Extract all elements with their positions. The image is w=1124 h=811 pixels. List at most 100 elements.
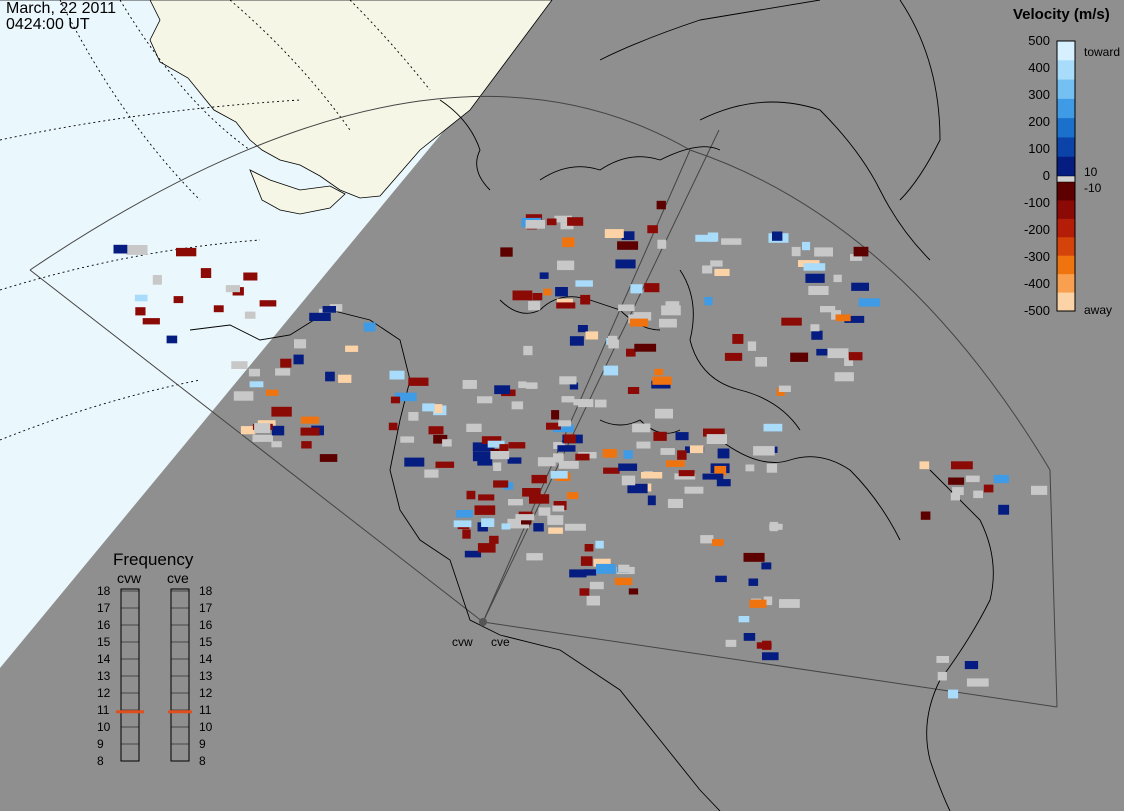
colorbar-tick: -200 (1023, 222, 1050, 237)
radar-cell (724, 352, 743, 361)
freq-scale-label: 18 (97, 584, 111, 598)
radar-cell (950, 493, 960, 501)
radar-cell (791, 246, 801, 257)
radar-cell (677, 450, 687, 460)
radar-cell (983, 484, 994, 493)
radar-cell (240, 426, 256, 435)
radar-cell (761, 562, 772, 570)
radar-cell (525, 220, 545, 229)
radar-cell (422, 403, 435, 412)
radar-cell (803, 263, 826, 271)
colorbar-swatch (1057, 274, 1075, 294)
radar-cell (338, 374, 352, 383)
radar-cell (309, 312, 331, 321)
radar-cell (594, 399, 607, 408)
radar-cell (300, 416, 320, 424)
colorbar-tick: 400 (1028, 60, 1050, 75)
radar-cell (702, 473, 724, 480)
radar-cell (507, 457, 522, 464)
freq-scale-label: 13 (97, 669, 111, 683)
radar-cell (700, 535, 714, 544)
radar-cell (557, 445, 576, 452)
radar-cell (577, 399, 594, 408)
radar-cell (563, 434, 576, 444)
radar-cell (569, 569, 587, 578)
colorbar-swatch (1057, 41, 1075, 61)
radar-cell (453, 520, 472, 528)
frequency-indicator (116, 588, 192, 762)
radar-cell (477, 459, 493, 466)
radar-cell (126, 245, 148, 255)
radar-cell (621, 475, 636, 486)
radar-cell (559, 376, 577, 385)
radar-cell (548, 527, 563, 534)
radar-cell (408, 412, 419, 421)
radar-cell (675, 432, 689, 441)
radar-cell (225, 285, 240, 293)
radar-cell (702, 265, 713, 274)
date-label: March, 22 2011 (6, 0, 116, 17)
radar-cell (511, 401, 524, 410)
radar-cell (424, 469, 439, 478)
radar-cell (363, 322, 376, 332)
freq-scale-label: 14 (97, 652, 111, 666)
radar-cell (936, 656, 949, 663)
radar-cell (434, 404, 443, 414)
radar-cell (714, 268, 730, 276)
radar-cell (596, 563, 616, 574)
radar-cell (629, 318, 649, 327)
radar-cell (575, 453, 590, 461)
radar-cell (647, 495, 656, 506)
radar-cell (820, 306, 836, 313)
radar-cell (790, 352, 809, 362)
radar-cell (966, 678, 989, 687)
radar-cell (603, 365, 619, 376)
radar-cell (528, 301, 541, 311)
radar-cell (489, 535, 499, 544)
radar-cell (213, 305, 224, 313)
radar-cell (602, 449, 617, 458)
radar-cell (810, 324, 820, 332)
colorbar-tick: 200 (1028, 114, 1050, 129)
radar-cell (666, 460, 685, 467)
colorbar-swatch (1057, 118, 1075, 138)
radar-cell (778, 385, 791, 392)
freq-scale-label: 11 (199, 703, 212, 717)
radar-cell (717, 448, 730, 459)
radar-cell (714, 465, 727, 476)
radar-cell (641, 472, 663, 479)
radar-cell (626, 348, 636, 357)
radar-cell (462, 529, 471, 539)
radar-cell (665, 301, 680, 310)
radar-cell (462, 380, 477, 389)
colorbar-tick: 300 (1028, 87, 1050, 102)
radar-cell (858, 298, 880, 307)
radar-cell (478, 494, 495, 501)
radar-cell (614, 577, 633, 586)
radar-cell (243, 272, 258, 281)
radar-cell (275, 368, 291, 376)
radar-cell (294, 339, 307, 349)
radar-cell (543, 288, 552, 296)
colorbar-plus10-label: 10 (1084, 165, 1098, 179)
radar-cell (695, 234, 717, 242)
radar-cell (749, 599, 767, 608)
lat-lon-grid (0, 0, 431, 441)
radar-cell (721, 238, 742, 245)
radar-cell (1031, 485, 1048, 495)
radar-cell (152, 275, 162, 285)
radar-cell (515, 514, 535, 521)
colorbar-toward-label: toward (1084, 45, 1121, 59)
radar-cell (805, 273, 825, 283)
velocity-cells (113, 200, 1048, 699)
radar-cell (853, 246, 869, 257)
freq-scale-label: 16 (199, 618, 213, 632)
radar-cell (493, 480, 509, 488)
radar-cell (266, 389, 279, 396)
radar-cell (252, 434, 273, 442)
radar-cell (589, 581, 604, 590)
radar-cell (965, 475, 980, 483)
colorbar-title: Velocity (m/s) (1013, 6, 1110, 23)
radar-cell (113, 244, 128, 254)
radar-cell (493, 462, 502, 471)
